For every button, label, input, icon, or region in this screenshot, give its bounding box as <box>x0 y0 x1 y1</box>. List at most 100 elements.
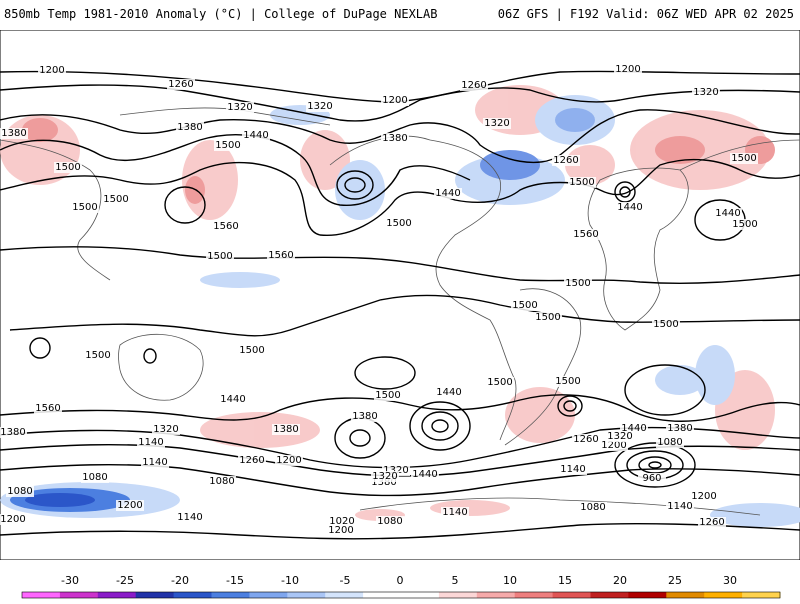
contour-label: 1140 <box>667 501 692 512</box>
contour-label: 1500 <box>487 377 512 388</box>
contour-label-bg <box>371 471 399 482</box>
contour-label: 1500 <box>535 312 560 323</box>
contour-label-bg <box>238 345 266 356</box>
contour-label: 1440 <box>412 469 437 480</box>
contour-label: 1320 <box>153 424 178 435</box>
colorbar-segment <box>363 592 402 598</box>
contour-label: 1260 <box>239 455 264 466</box>
contour-label-bg <box>226 102 254 113</box>
contour-label: 1380 <box>667 423 692 434</box>
contour-label-bg <box>141 457 169 468</box>
contour-label: 1260 <box>553 155 578 166</box>
contour-label-bg <box>568 177 596 188</box>
contour-label-bg <box>606 431 634 442</box>
contour-label: 1380 <box>273 424 298 435</box>
contour-label-bg <box>351 411 379 422</box>
contour-label: 1500 <box>386 218 411 229</box>
colorbar-outline <box>21 591 781 599</box>
contour-label-bg <box>38 65 66 76</box>
contour-label-bg <box>84 350 112 361</box>
colorbar-segment <box>514 592 554 598</box>
colorbar-segment <box>628 592 667 598</box>
contour-label: 1500 <box>732 219 757 230</box>
contour-label: 1380 <box>177 122 202 133</box>
colorbar-segment <box>173 592 212 598</box>
contour-label: 1380 <box>382 133 407 144</box>
contour-label: 1440 <box>436 387 461 398</box>
header-run-info: 06Z GFS | F192 Valid: 06Z WED APR 02 202… <box>497 7 794 21</box>
contour-label-bg <box>616 202 644 213</box>
colorbar-segment <box>590 592 629 598</box>
contour-label: 1200 <box>328 525 353 536</box>
contour-label-bg <box>116 500 144 511</box>
contour-label-bg <box>382 465 410 476</box>
colorbar-segment <box>742 592 781 598</box>
contour-label: 960 <box>642 473 661 484</box>
contour-label: 1200 <box>601 440 626 451</box>
contour-label-bg <box>564 278 592 289</box>
colorbar-tick-label: -25 <box>116 574 134 587</box>
contour-label-bg <box>306 101 334 112</box>
contour-label-bg <box>483 118 511 129</box>
contour-label: 1260 <box>168 79 193 90</box>
contour-label: 1500 <box>72 202 97 213</box>
contour-label-bg <box>242 130 270 141</box>
colorbar-tick-label: 15 <box>558 574 572 587</box>
colorbar-segment <box>97 592 137 598</box>
contour-label-bg <box>666 423 694 434</box>
contour-label-bg <box>6 486 34 497</box>
colorbar-tick-label: -15 <box>226 574 244 587</box>
contour-label-bg <box>214 140 242 151</box>
contour-label: 1440 <box>435 188 460 199</box>
contour-label-bg <box>176 512 204 523</box>
contour-label: 1260 <box>573 434 598 445</box>
contour-label-bg <box>152 424 180 435</box>
contour-label: 1500 <box>653 319 678 330</box>
contour-label: 1320 <box>693 87 718 98</box>
contour-label: 1440 <box>715 208 740 219</box>
contour-label-bg <box>385 218 413 229</box>
contour-label-bg <box>638 473 666 484</box>
contour-label-bg <box>0 427 27 438</box>
contour-label-bg <box>460 80 488 91</box>
contour-label: 1140 <box>560 464 585 475</box>
contour-label: 1380 <box>1 128 26 139</box>
contour-label: 1440 <box>621 423 646 434</box>
contour-label: 1200 <box>615 64 640 75</box>
contour-label: 1080 <box>7 486 32 497</box>
contour-label-bg <box>730 153 758 164</box>
contour-label-bg <box>486 377 514 388</box>
contour-label-bg <box>206 251 234 262</box>
contour-label: 1560 <box>268 250 293 261</box>
colorbar-tick-label: 0 <box>397 574 404 587</box>
colorbar-segment <box>211 592 250 598</box>
contour-label: 1200 <box>276 455 301 466</box>
contour-label: 1500 <box>207 251 232 262</box>
contour-label-bg <box>620 423 648 434</box>
colorbar-segment <box>287 592 326 598</box>
contour-label: 1140 <box>142 457 167 468</box>
contour-label-bg <box>374 390 402 401</box>
contour-label-bg <box>652 319 680 330</box>
contour-label: 1500 <box>731 153 756 164</box>
contour-label: 1080 <box>82 472 107 483</box>
contour-label: 1200 <box>691 491 716 502</box>
contour-label-bg <box>579 502 607 513</box>
contour-label-bg <box>212 221 240 232</box>
contour-label: 1500 <box>85 350 110 361</box>
contour-label-bg <box>54 162 82 173</box>
contour-label: 1500 <box>239 345 264 356</box>
colorbar-tick-label: 20 <box>613 574 627 587</box>
contour-label-bg <box>434 188 462 199</box>
contour-label-bg <box>714 208 742 219</box>
contour-label-bg <box>370 477 398 488</box>
colorbar: -30 -25 -20 -15 -10 -5 0 5 10 15 20 25 30 <box>0 560 800 600</box>
contour-label: 1500 <box>565 278 590 289</box>
contour-label: 1320 <box>372 471 397 482</box>
colorbar-segment <box>552 592 591 598</box>
contour-label: 1320 <box>307 101 332 112</box>
contour-label: 1020 <box>329 516 354 527</box>
contour-label: 1320 <box>484 118 509 129</box>
colorbar-tick-label: 5 <box>452 574 459 587</box>
contour-label-bg <box>572 434 600 445</box>
